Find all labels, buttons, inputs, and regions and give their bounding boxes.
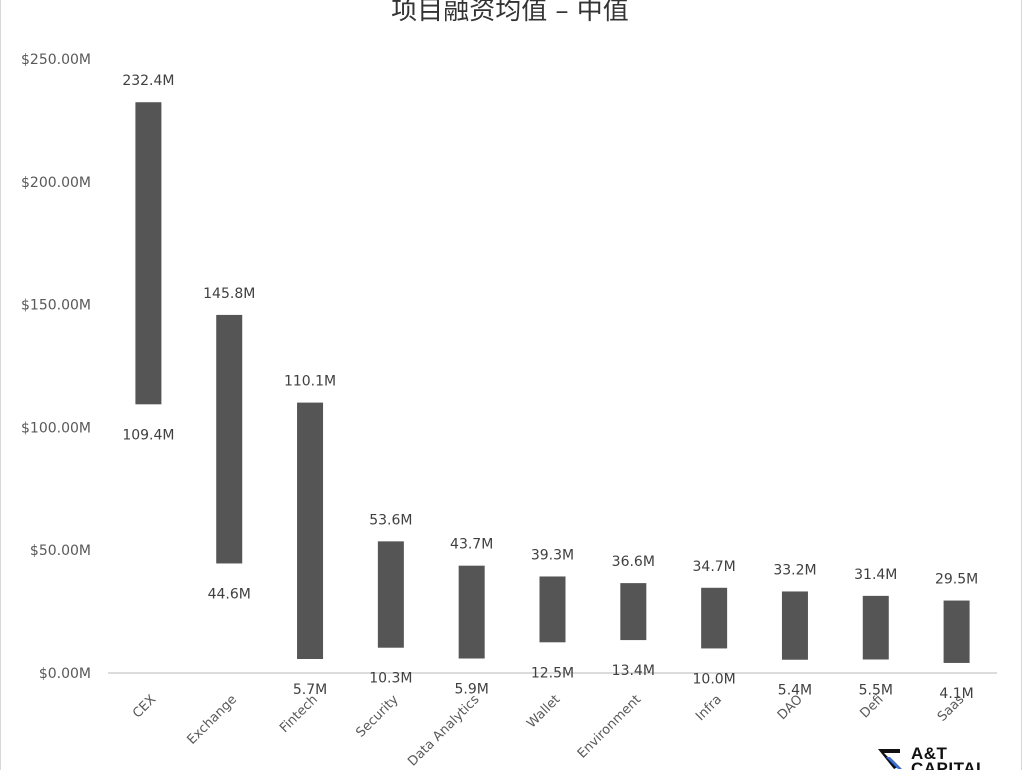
high-value-label: 34.7M bbox=[693, 559, 736, 575]
high-value-label: 36.6M bbox=[612, 554, 655, 570]
x-tick-label: Data Analytics bbox=[405, 692, 482, 769]
y-tick-label: $50.00M bbox=[30, 543, 91, 559]
low-value-label: 12.5M bbox=[531, 665, 574, 681]
range-bar bbox=[135, 102, 162, 405]
low-value-label: 5.9M bbox=[455, 682, 489, 698]
logo-line-1: A&T bbox=[911, 746, 948, 763]
y-tick-label: $150.00M bbox=[21, 298, 91, 314]
y-tick-label: $250.00M bbox=[21, 52, 91, 68]
high-value-label: 53.6M bbox=[369, 512, 412, 528]
x-tick-label: Infra bbox=[693, 692, 725, 724]
x-tick-label: Environment bbox=[575, 692, 644, 761]
low-value-label: 44.6M bbox=[208, 586, 251, 602]
chart-title: 项目融资均值 – 中值 bbox=[391, 0, 629, 26]
high-value-label: 29.5M bbox=[935, 572, 978, 588]
range-bar bbox=[620, 583, 647, 641]
high-value-label: 33.2M bbox=[773, 562, 816, 578]
range-bar bbox=[216, 314, 243, 564]
low-value-label: 109.4M bbox=[122, 427, 174, 443]
low-value-label: 10.3M bbox=[369, 671, 412, 687]
range-bar bbox=[943, 600, 970, 663]
y-tick-label: $200.00M bbox=[21, 175, 91, 191]
low-value-label: 5.4M bbox=[778, 683, 812, 699]
range-bar bbox=[297, 402, 324, 660]
brand-logo: A&T CAPITAL bbox=[873, 746, 1024, 770]
y-tick-label: $100.00M bbox=[21, 420, 91, 436]
range-bar bbox=[701, 587, 728, 649]
range-bar bbox=[862, 595, 889, 660]
y-axis: $0.00M $50.00M $100.00M $150.00M $200.00M $25… bbox=[21, 52, 91, 682]
low-value-label: 13.4M bbox=[612, 663, 655, 679]
range-bar bbox=[458, 565, 485, 659]
x-tick-label: Security bbox=[353, 692, 402, 741]
high-value-label: 145.8M bbox=[203, 286, 255, 302]
low-value-label: 10.0M bbox=[693, 671, 736, 687]
x-tick-label: Exchange bbox=[185, 692, 241, 748]
x-axis: CEX Exchange Fintech Security Data Analytics… bbox=[130, 692, 967, 769]
x-tick-label: CEX bbox=[130, 692, 159, 721]
x-tick-label: Wallet bbox=[524, 692, 563, 731]
high-value-label: 43.7M bbox=[450, 537, 493, 553]
x-tick-label: Fintech bbox=[277, 692, 321, 736]
high-value-label: 31.4M bbox=[854, 567, 897, 583]
logo-text: A&T CAPITAL bbox=[911, 746, 987, 770]
logo-line-2: CAPITAL bbox=[911, 759, 987, 770]
range-bar bbox=[781, 591, 808, 660]
high-value-label: 110.1M bbox=[284, 374, 336, 390]
high-value-label: 232.4M bbox=[122, 73, 174, 89]
range-bar bbox=[377, 541, 404, 648]
logo-mark-icon bbox=[878, 749, 902, 769]
high-value-label: 39.3M bbox=[531, 547, 574, 563]
bars-group: 232.4M 109.4M 145.8M 44.6M 110.1M 5.7M 53.6M 10… bbox=[122, 73, 978, 702]
range-bar bbox=[539, 576, 566, 643]
y-tick-label: $0.00M bbox=[39, 666, 91, 682]
low-value-label: 5.5M bbox=[859, 682, 893, 698]
low-value-label: 5.7M bbox=[293, 682, 327, 698]
low-value-label: 4.1M bbox=[939, 686, 973, 702]
